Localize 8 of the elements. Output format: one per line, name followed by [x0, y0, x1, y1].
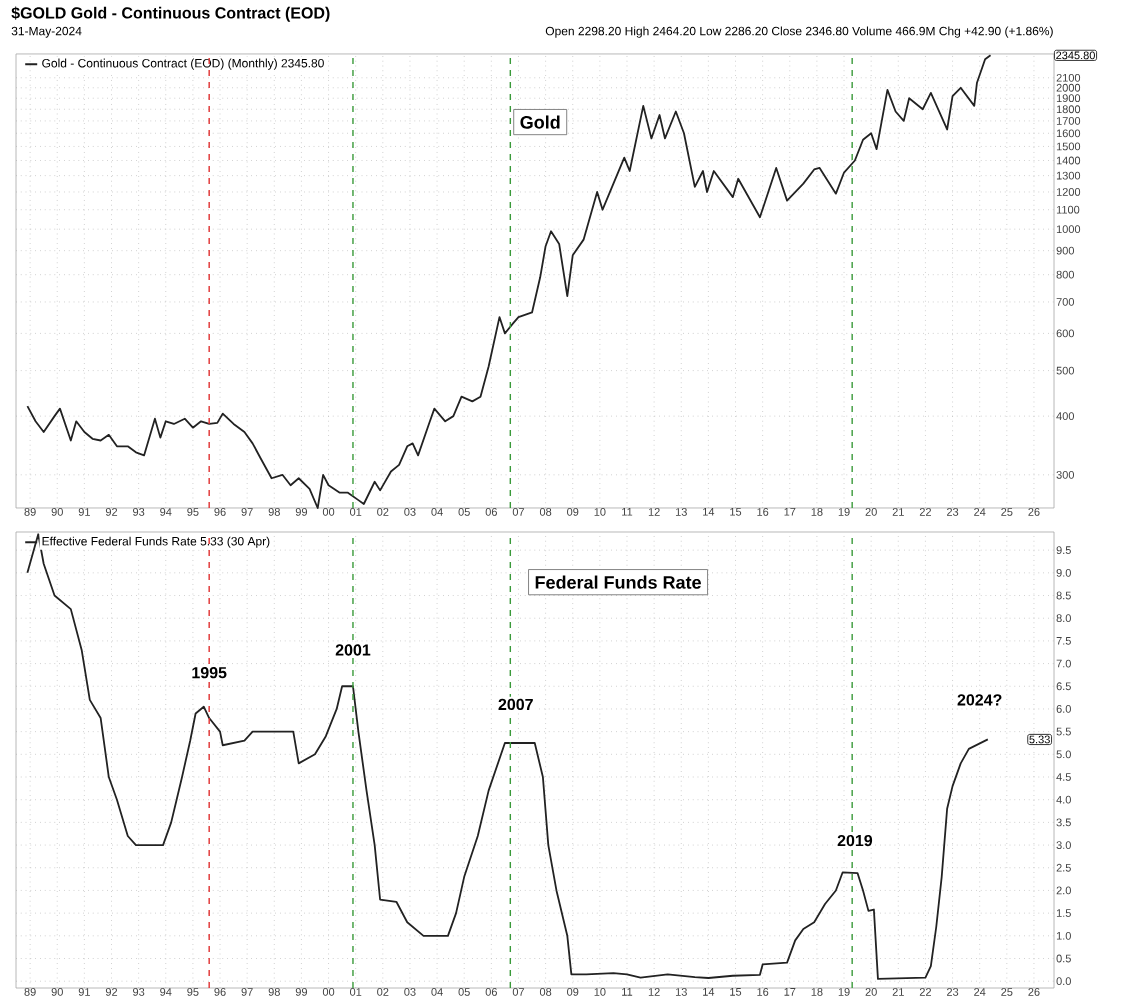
annotation: 2024? [957, 694, 1002, 706]
chart-title: $GOLD Gold - Continuous Contract (EOD) [11, 6, 330, 22]
annotation: 2019 [837, 834, 873, 847]
annotation: 1995 [192, 666, 227, 679]
annotation: 2001 [335, 644, 371, 656]
annotation: Federal Funds Rate [535, 575, 701, 589]
annotation: Gold [520, 115, 560, 129]
annotation: 2007 [498, 698, 533, 711]
